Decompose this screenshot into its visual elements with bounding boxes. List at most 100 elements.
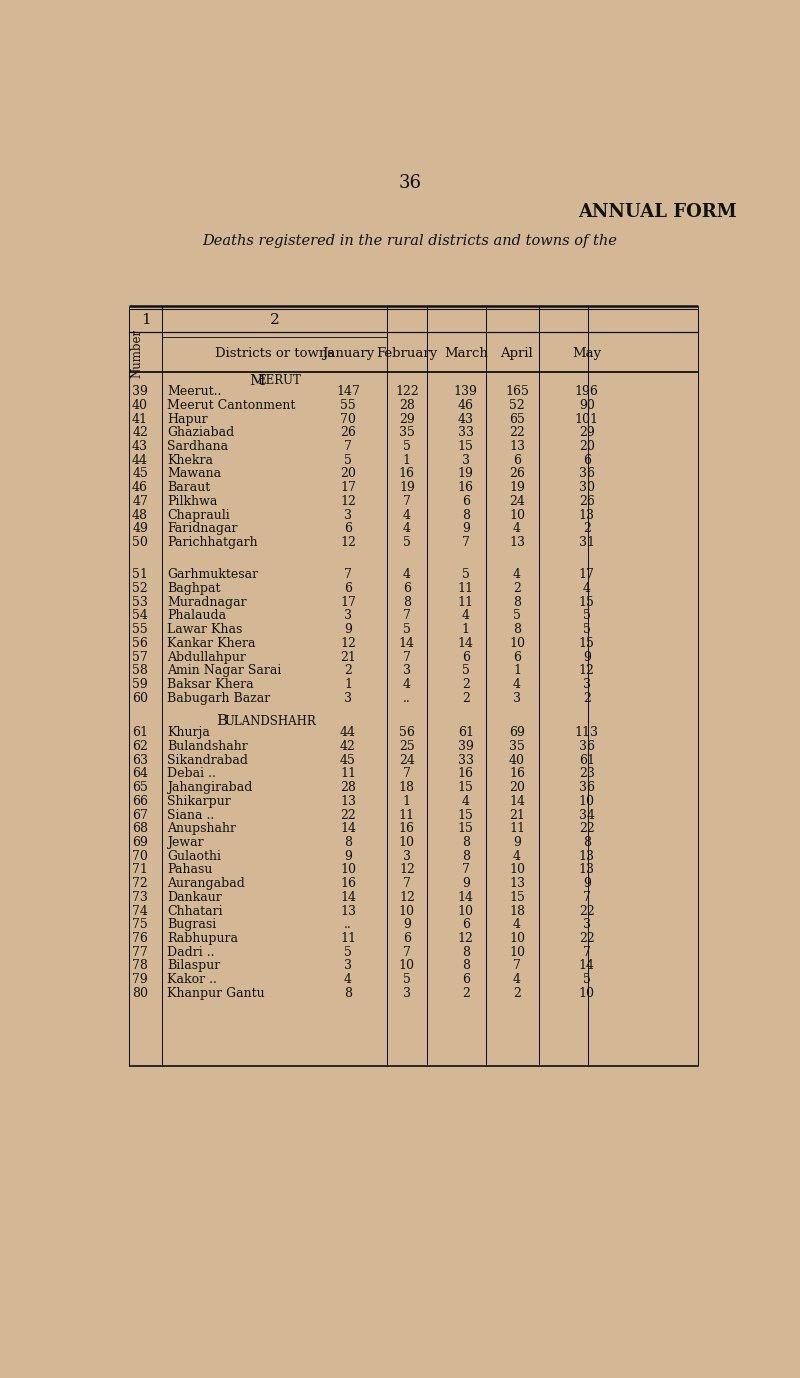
Text: 4: 4 (403, 568, 411, 582)
Text: 19: 19 (458, 467, 474, 481)
Text: 10: 10 (578, 987, 594, 1000)
Text: 36: 36 (578, 781, 594, 794)
Text: B: B (216, 714, 227, 729)
Text: 22: 22 (579, 904, 594, 918)
Text: 113: 113 (574, 726, 598, 740)
Text: 6: 6 (462, 918, 470, 932)
Text: 57: 57 (132, 650, 148, 664)
Text: Bugrasi: Bugrasi (167, 918, 217, 932)
Text: Khekra: Khekra (167, 453, 214, 467)
Text: 4: 4 (513, 918, 521, 932)
Text: 29: 29 (579, 426, 594, 440)
Text: 15: 15 (458, 809, 474, 821)
Text: 165: 165 (505, 386, 529, 398)
Text: 42: 42 (132, 426, 148, 440)
Text: 22: 22 (509, 426, 525, 440)
Text: 3: 3 (344, 609, 352, 623)
Text: Bulandshahr: Bulandshahr (167, 740, 248, 752)
Text: 20: 20 (340, 467, 356, 481)
Text: 9: 9 (582, 878, 590, 890)
Text: 24: 24 (399, 754, 415, 766)
Text: 7: 7 (403, 495, 411, 508)
Text: 69: 69 (509, 726, 525, 740)
Text: 15: 15 (458, 440, 474, 453)
Text: 12: 12 (578, 664, 594, 678)
Text: 10: 10 (458, 904, 474, 918)
Text: 3: 3 (582, 918, 590, 932)
Text: Districts or towns: Districts or towns (215, 347, 334, 360)
Text: ..: .. (403, 692, 410, 704)
Text: 36: 36 (578, 740, 594, 752)
Text: Meerut..: Meerut.. (167, 386, 222, 398)
Text: 14: 14 (340, 823, 356, 835)
Text: Mawana: Mawana (167, 467, 222, 481)
Text: 11: 11 (509, 823, 525, 835)
Text: 28: 28 (340, 781, 356, 794)
Text: 13: 13 (578, 864, 594, 876)
Text: 9: 9 (582, 650, 590, 664)
Text: 11: 11 (458, 595, 474, 609)
Text: March: March (444, 347, 488, 360)
Text: 12: 12 (458, 932, 474, 945)
Text: Khanpur Gantu: Khanpur Gantu (167, 987, 265, 1000)
Text: Bilaspur: Bilaspur (167, 959, 221, 973)
Text: 70: 70 (132, 850, 148, 863)
Text: 4: 4 (462, 609, 470, 623)
Text: 8: 8 (462, 850, 470, 863)
Text: Kankar Khera: Kankar Khera (167, 637, 256, 650)
Text: Muradnagar: Muradnagar (167, 595, 247, 609)
Text: 7: 7 (582, 945, 590, 959)
Text: 23: 23 (578, 768, 594, 780)
Text: 10: 10 (399, 959, 415, 973)
Text: 5: 5 (403, 440, 411, 453)
Text: 10: 10 (509, 508, 525, 522)
Text: 196: 196 (574, 386, 598, 398)
Text: 15: 15 (509, 890, 525, 904)
Text: Pahasu: Pahasu (167, 864, 213, 876)
Text: 4: 4 (403, 522, 411, 535)
Text: 59: 59 (132, 678, 148, 690)
Text: 80: 80 (132, 987, 148, 1000)
Text: 53: 53 (132, 595, 148, 609)
Text: 6: 6 (344, 582, 352, 595)
Text: Anupshahr: Anupshahr (167, 823, 237, 835)
Text: 7: 7 (462, 864, 470, 876)
Text: 6: 6 (582, 453, 590, 467)
Text: 13: 13 (509, 536, 525, 548)
Text: 7: 7 (403, 768, 411, 780)
Text: 9: 9 (344, 623, 352, 637)
Text: Gulaothi: Gulaothi (167, 850, 222, 863)
Text: 6: 6 (403, 582, 411, 595)
Text: 20: 20 (578, 440, 594, 453)
Text: 11: 11 (340, 768, 356, 780)
Text: 13: 13 (340, 795, 356, 808)
Text: 52: 52 (132, 582, 148, 595)
Text: 4: 4 (462, 795, 470, 808)
Text: Amin Nagar Sarai: Amin Nagar Sarai (167, 664, 282, 678)
Text: Aurangabad: Aurangabad (167, 878, 246, 890)
Text: 6: 6 (462, 650, 470, 664)
Text: January: January (322, 347, 374, 360)
Text: 25: 25 (399, 740, 414, 752)
Text: 8: 8 (462, 959, 470, 973)
Text: 15: 15 (458, 823, 474, 835)
Text: 13: 13 (340, 904, 356, 918)
Text: 17: 17 (340, 481, 356, 495)
Text: 10: 10 (399, 836, 415, 849)
Text: 12: 12 (340, 637, 356, 650)
Text: ANNUAL FORM: ANNUAL FORM (578, 203, 738, 220)
Text: 5: 5 (582, 973, 590, 987)
Text: 9: 9 (513, 836, 521, 849)
Text: Shikarpur: Shikarpur (167, 795, 231, 808)
Text: 6: 6 (462, 495, 470, 508)
Text: Chaprauli: Chaprauli (167, 508, 230, 522)
Text: 2: 2 (462, 692, 470, 704)
Text: 5: 5 (513, 609, 521, 623)
Text: 5: 5 (462, 568, 470, 582)
Text: Deaths registered in the rural districts and towns of the: Deaths registered in the rural districts… (202, 234, 618, 248)
Text: 3: 3 (462, 453, 470, 467)
Text: 16: 16 (509, 768, 525, 780)
Text: 28: 28 (399, 400, 415, 412)
Text: 12: 12 (399, 864, 415, 876)
Text: 22: 22 (579, 932, 594, 945)
